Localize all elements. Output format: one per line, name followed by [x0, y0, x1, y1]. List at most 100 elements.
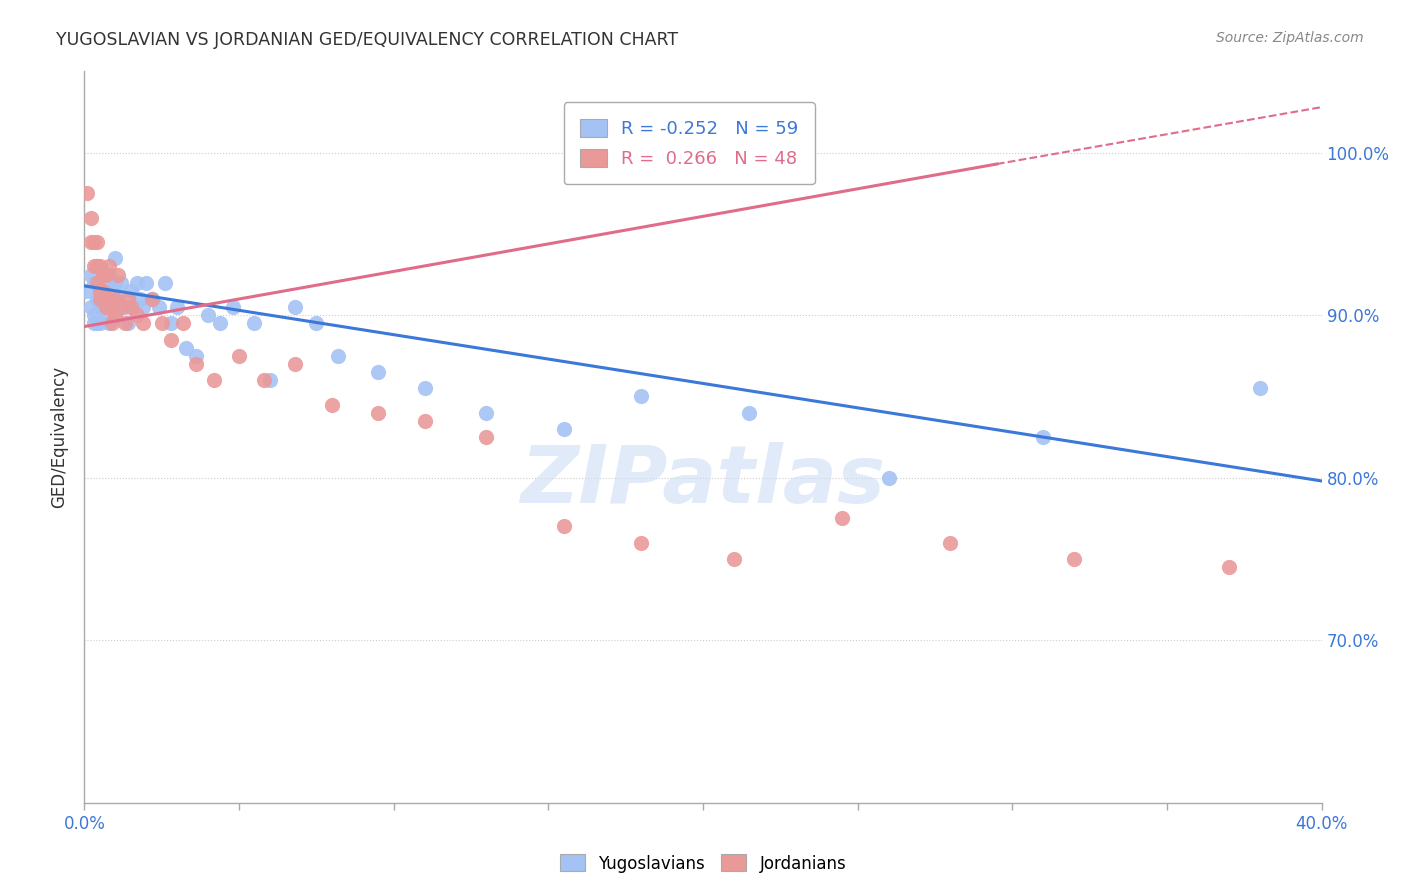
- Point: [79, 268, 101, 282]
- Point: [83, 235, 105, 249]
- Point: [259, 373, 281, 387]
- Point: [413, 381, 436, 395]
- Point: [141, 292, 163, 306]
- Point: [132, 300, 155, 314]
- Point: [89, 284, 111, 298]
- Point: [94, 300, 117, 314]
- Point: [101, 300, 124, 314]
- Point: [253, 373, 276, 387]
- Point: [86, 316, 108, 330]
- Point: [831, 511, 853, 525]
- Point: [94, 268, 117, 282]
- Point: [326, 349, 349, 363]
- Point: [91, 268, 114, 282]
- Point: [184, 349, 207, 363]
- Point: [413, 414, 436, 428]
- Legend: Yugoslavians, Jordanians: Yugoslavians, Jordanians: [553, 847, 853, 880]
- Point: [107, 292, 129, 306]
- Point: [160, 333, 183, 347]
- Point: [104, 292, 127, 306]
- Point: [209, 316, 232, 330]
- Point: [98, 292, 121, 306]
- Point: [630, 535, 652, 549]
- Point: [120, 284, 142, 298]
- Point: [76, 284, 98, 298]
- Text: Source: ZipAtlas.com: Source: ZipAtlas.com: [1216, 31, 1364, 45]
- Point: [101, 316, 124, 330]
- Point: [630, 389, 652, 403]
- Point: [83, 308, 105, 322]
- Point: [129, 292, 152, 306]
- Point: [98, 260, 121, 274]
- Point: [125, 308, 148, 322]
- Point: [723, 552, 745, 566]
- Point: [98, 268, 121, 282]
- Point: [89, 300, 111, 314]
- Point: [1218, 560, 1240, 574]
- Point: [83, 316, 105, 330]
- Point: [1063, 552, 1085, 566]
- Point: [104, 252, 127, 266]
- Point: [132, 316, 155, 330]
- Point: [94, 308, 117, 322]
- Point: [117, 316, 139, 330]
- Point: [1249, 381, 1271, 395]
- Point: [1032, 430, 1054, 444]
- Point: [184, 357, 207, 371]
- Point: [305, 316, 328, 330]
- Legend: R = -0.252   N = 59, R =  0.266   N = 48: R = -0.252 N = 59, R = 0.266 N = 48: [564, 103, 815, 185]
- Point: [553, 519, 575, 533]
- Point: [166, 300, 188, 314]
- Text: YUGOSLAVIAN VS JORDANIAN GED/EQUIVALENCY CORRELATION CHART: YUGOSLAVIAN VS JORDANIAN GED/EQUIVALENCY…: [56, 31, 678, 49]
- Point: [114, 300, 136, 314]
- Point: [148, 300, 170, 314]
- Point: [176, 341, 198, 355]
- Point: [101, 300, 124, 314]
- Point: [117, 292, 139, 306]
- Point: [228, 349, 250, 363]
- Point: [367, 406, 389, 420]
- Point: [104, 308, 127, 322]
- Point: [939, 535, 962, 549]
- Point: [76, 186, 98, 201]
- Point: [367, 365, 389, 379]
- Point: [135, 276, 157, 290]
- Point: [110, 276, 132, 290]
- Point: [172, 316, 194, 330]
- Point: [125, 276, 148, 290]
- Point: [877, 471, 900, 485]
- Point: [104, 308, 127, 322]
- Point: [79, 211, 101, 225]
- Point: [91, 284, 114, 298]
- Point: [141, 292, 163, 306]
- Point: [86, 276, 108, 290]
- Point: [284, 300, 307, 314]
- Point: [83, 260, 105, 274]
- Point: [86, 260, 108, 274]
- Point: [475, 406, 498, 420]
- Y-axis label: GED/Equivalency: GED/Equivalency: [51, 366, 69, 508]
- Point: [94, 276, 117, 290]
- Point: [101, 284, 124, 298]
- Point: [89, 260, 111, 274]
- Point: [83, 276, 105, 290]
- Point: [284, 357, 307, 371]
- Point: [197, 308, 219, 322]
- Point: [160, 316, 183, 330]
- Point: [91, 268, 114, 282]
- Point: [86, 260, 108, 274]
- Point: [120, 300, 142, 314]
- Point: [91, 292, 114, 306]
- Point: [89, 284, 111, 298]
- Point: [202, 373, 225, 387]
- Point: [321, 398, 343, 412]
- Point: [86, 235, 108, 249]
- Text: ZIPatlas: ZIPatlas: [520, 442, 886, 520]
- Point: [104, 276, 127, 290]
- Point: [89, 316, 111, 330]
- Point: [98, 292, 121, 306]
- Point: [122, 300, 145, 314]
- Point: [243, 316, 266, 330]
- Point: [86, 292, 108, 306]
- Point: [222, 300, 245, 314]
